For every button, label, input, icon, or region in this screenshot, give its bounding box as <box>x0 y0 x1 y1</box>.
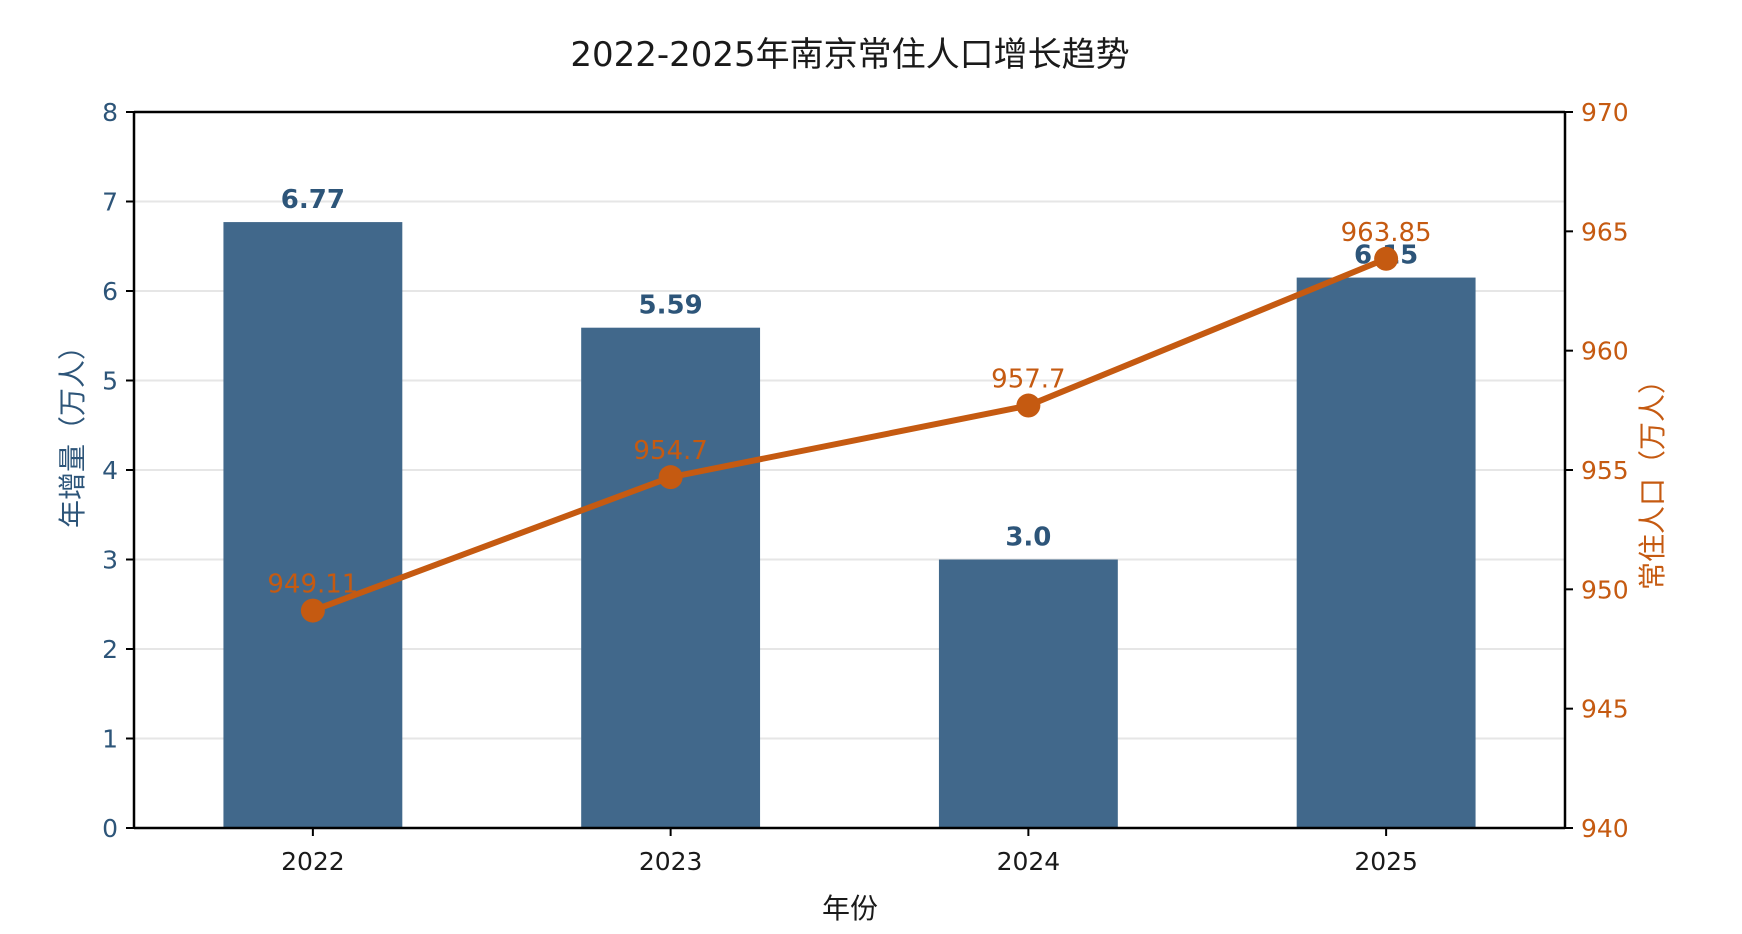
left-tick-label-2: 2 <box>102 635 118 664</box>
line-point-2025 <box>1374 246 1399 271</box>
line-label-2022: 949.11 <box>267 570 358 600</box>
left-axis: 0 1 2 3 4 5 6 7 8 <box>102 98 134 843</box>
left-axis-label: 年增量（万人） <box>56 332 89 528</box>
bar-2022 <box>223 222 403 828</box>
right-axis-label: 常住人口（万人） <box>1636 366 1669 590</box>
left-tick-label-6: 6 <box>102 277 118 306</box>
line-point-2023 <box>658 465 683 490</box>
bar-label-2023: 5.59 <box>639 291 703 321</box>
chart-title: 2022-2025年南京常住人口增长趋势 <box>570 35 1129 75</box>
x-tick-label-2023: 2023 <box>639 847 703 876</box>
bar-2025 <box>1296 277 1476 828</box>
line-label-2023: 954.7 <box>633 436 707 466</box>
right-tick-label-950: 950 <box>1581 575 1629 604</box>
bar-2023 <box>581 327 761 828</box>
x-tick-label-2022: 2022 <box>281 847 345 876</box>
left-tick-label-0: 0 <box>102 814 118 843</box>
right-tick-label-970: 970 <box>1581 98 1629 127</box>
right-axis: 940 945 950 955 960 965 970 <box>1565 98 1629 843</box>
population-line <box>311 256 1388 614</box>
bar-label-2022: 6.77 <box>281 185 345 215</box>
right-tick-label-955: 955 <box>1581 456 1629 485</box>
right-tick-label-945: 945 <box>1581 695 1629 724</box>
line-labels: 949.11 954.7 957.7 963.85 <box>267 218 1431 600</box>
right-tick-label-960: 960 <box>1581 337 1629 366</box>
left-tick-label-4: 4 <box>102 456 118 485</box>
bar-series <box>223 222 1476 828</box>
x-axis-label: 年份 <box>822 892 878 925</box>
bar-labels: 6.775.593.06.15 <box>281 185 1418 552</box>
x-tick-label-2024: 2024 <box>997 847 1061 876</box>
line-point-2022 <box>300 598 325 623</box>
left-tick-label-5: 5 <box>102 367 118 396</box>
bar-label-2024: 3.0 <box>1005 523 1051 553</box>
x-tick-label-2025: 2025 <box>1354 847 1418 876</box>
line-label-2024: 957.7 <box>991 365 1065 395</box>
x-axis: 2022 2023 2024 2025 <box>281 828 1418 876</box>
left-tick-label-1: 1 <box>102 725 118 754</box>
left-tick-label-8: 8 <box>102 98 118 127</box>
line-point-2024 <box>1016 393 1041 418</box>
right-tick-label-940: 940 <box>1581 814 1629 843</box>
left-tick-label-7: 7 <box>102 188 118 217</box>
line-series <box>300 246 1399 623</box>
line-label-2025: 963.85 <box>1341 218 1432 248</box>
left-tick-label-3: 3 <box>102 546 118 575</box>
right-tick-label-965: 965 <box>1581 217 1629 246</box>
bar-2024 <box>938 559 1118 828</box>
